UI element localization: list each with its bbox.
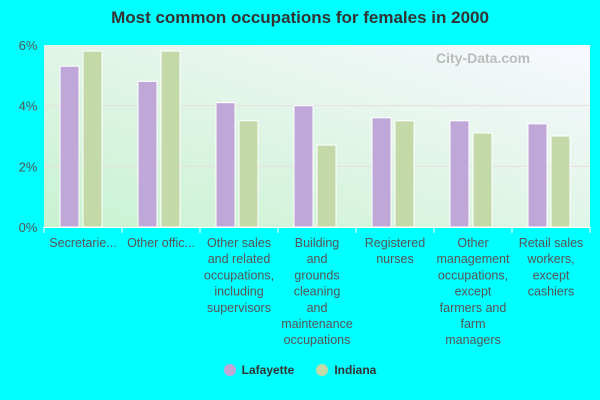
x-tick-label: occupations, — [204, 268, 274, 282]
x-tick-label: and — [307, 252, 328, 266]
x-tick-label: managers — [445, 333, 501, 347]
y-tick-label: 4% — [19, 99, 38, 114]
bar-lafayette — [449, 120, 470, 228]
legend-label: Lafayette — [241, 363, 295, 377]
bar-chart: 0% 2% 4% 6% Secretarie... Other offic... Other… — [19, 38, 591, 347]
bar-lafayette — [137, 80, 158, 228]
x-tick-label: management — [437, 252, 510, 266]
x-tick-label: farm — [461, 317, 486, 331]
bar-indiana — [394, 120, 415, 228]
legend-swatch — [223, 364, 236, 376]
x-tick-label: Other sales — [207, 236, 271, 250]
bar-lafayette — [527, 123, 548, 228]
y-tick-label: 6% — [19, 38, 38, 53]
x-tick-label: Other offic... — [127, 236, 195, 250]
x-tick-label: and — [307, 301, 328, 315]
x-tick-label: supervisors — [207, 301, 271, 315]
x-tick-label: Registered — [365, 236, 425, 250]
bar-indiana — [316, 144, 337, 228]
legend-item: Lafayette — [223, 363, 295, 377]
x-tick-label: maintenance — [281, 317, 353, 331]
legend-swatch — [316, 364, 329, 376]
y-tick-label: 0% — [19, 220, 38, 235]
bar-indiana — [82, 50, 103, 228]
x-tick-label: including — [214, 285, 263, 299]
x-tick-label: cashiers — [528, 285, 575, 299]
watermark: City-Data.com — [436, 50, 531, 66]
x-tick-label: and related — [208, 252, 271, 266]
x-tick-label: Retail sales — [519, 236, 584, 250]
x-tick-label: grounds — [294, 268, 339, 282]
x-tick-label: occupations — [284, 333, 351, 347]
bar-indiana — [550, 135, 571, 228]
bar-indiana — [238, 120, 259, 228]
legend-label: Indiana — [334, 363, 377, 377]
x-tick-label: nurses — [376, 252, 414, 266]
x-tick-label: Secretarie... — [49, 236, 116, 250]
legend: Lafayette Indiana — [0, 363, 600, 377]
x-tick-label: workers, — [526, 252, 574, 266]
legend-item: Indiana — [316, 363, 376, 377]
x-tick-label: Other — [457, 236, 488, 250]
x-tick-label: except — [455, 285, 492, 299]
bar-lafayette — [59, 65, 80, 228]
chart-title: Most common occupations for females in 2… — [111, 8, 489, 27]
x-tick-label: Building — [295, 236, 340, 250]
bar-lafayette — [215, 102, 236, 228]
bar-lafayette — [371, 117, 392, 228]
x-tick-label: occupations, — [438, 268, 508, 282]
y-tick-label: 2% — [19, 159, 38, 174]
bar-indiana — [472, 132, 493, 228]
x-tick-label: cleaning — [294, 285, 341, 299]
x-tick-label: except — [533, 268, 570, 282]
x-tick-label: farmers and — [440, 301, 507, 315]
bar-indiana — [160, 50, 181, 228]
bar-lafayette — [293, 105, 314, 228]
